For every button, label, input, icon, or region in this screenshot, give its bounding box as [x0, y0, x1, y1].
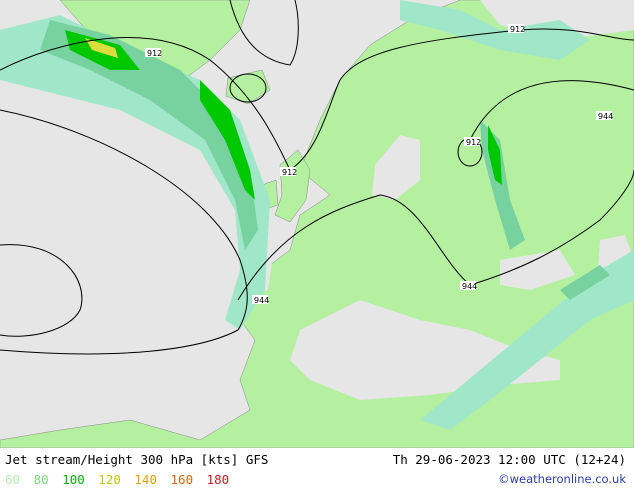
legend-item-120: 120: [98, 472, 121, 487]
contour-label-912-arctic: 912: [510, 25, 525, 34]
land-iceland: [225, 69, 271, 105]
chart-title: Jet stream/Height 300 hPa [kts] GFS: [5, 452, 269, 467]
sea-black: [500, 250, 575, 290]
contour-closed-iceland: [229, 73, 267, 103]
legend-item-80: 80: [33, 472, 49, 487]
contour-label-912-scotland: 912: [282, 168, 297, 177]
contour-944-west: [0, 109, 248, 355]
jet-band-80-mediterranean: [560, 265, 610, 300]
jet-band-100-russia: [488, 125, 502, 185]
jet-band-60-north: [400, 0, 590, 60]
sea-baltic: [372, 135, 420, 200]
contour-944-central: [237, 169, 634, 301]
contour-hudson: [0, 244, 83, 337]
contour-label-912-greenland: 912: [147, 49, 162, 58]
legend-item-180: 180: [206, 472, 230, 487]
speed-legend: 60 80 100 120 140 160 180: [5, 469, 235, 490]
contour-greenland: [229, 0, 299, 66]
jet-band-80-atlantic: [40, 20, 258, 250]
contour-label-944-east: 944: [598, 112, 613, 121]
contour-labels: 912 912 912 912 944 944 944: [145, 24, 613, 305]
contour-912-b: [289, 28, 634, 171]
legend-item-60: 60: [5, 472, 21, 487]
sea-arctic: [480, 0, 634, 40]
weather-map: 912 912 912 912 944 944 944: [0, 0, 634, 448]
contour-label-912-russia: 912: [466, 138, 481, 147]
jet-stream-bands: [0, 0, 634, 430]
legend-item-160: 160: [170, 472, 194, 487]
contour-label-944-central: 944: [462, 282, 477, 291]
jet-band-100-norway: [200, 80, 255, 200]
site-credit[interactable]: ©weatheronline.co.uk: [498, 472, 626, 486]
contour-944-east: [469, 80, 634, 141]
footer-row-bottom: 60 80 100 120 140 160 180 ©weatheronline…: [0, 469, 634, 490]
contour-912-a: [0, 37, 291, 171]
chart-datetime: Th 29-06-2023 12:00 UTC (12+24): [392, 452, 626, 467]
jet-band-60-mediterranean: [420, 250, 634, 430]
legend-item-140: 140: [134, 472, 157, 487]
footer-row-top: Jet stream/Height 300 hPa [kts] GFS Th 2…: [0, 449, 634, 470]
legend-item-100: 100: [62, 472, 85, 487]
jet-band-120-atlantic: [85, 38, 118, 58]
height-contours: [0, 0, 634, 355]
contour-label-944-west: 944: [254, 296, 269, 305]
